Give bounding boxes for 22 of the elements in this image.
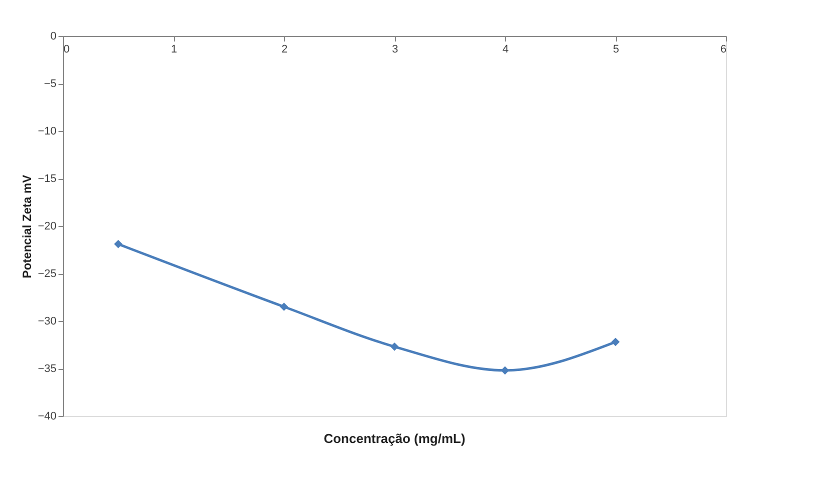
- x-axis-title: Concentração (mg/mL): [324, 431, 466, 446]
- y-tick-label: −25: [38, 268, 56, 280]
- x-tick-label: 1: [170, 44, 178, 56]
- x-tick-label: 2: [281, 44, 288, 56]
- point: [114, 240, 122, 248]
- y-tick-label: 0: [50, 30, 56, 42]
- x-tick-label: 6: [720, 44, 726, 56]
- y-tick-label: −5: [44, 78, 56, 90]
- y-tick-label: −40: [38, 410, 56, 422]
- point: [390, 342, 399, 351]
- y-axis-title: Potencial Zeta mV: [20, 174, 34, 278]
- x-tick-label: 0: [64, 44, 70, 56]
- x-tick-label: 3: [392, 44, 398, 56]
- y-tick-label: −35: [38, 363, 56, 375]
- x-tick-label: 4: [502, 44, 509, 56]
- y-tick-label: −10: [38, 126, 56, 138]
- y-tick-label: −20: [38, 220, 56, 232]
- point: [280, 302, 288, 311]
- x-tick-label: 5: [612, 44, 620, 56]
- point: [611, 338, 620, 346]
- y-tick-label: −15: [38, 173, 56, 185]
- y-tick-label: −30: [38, 316, 56, 328]
